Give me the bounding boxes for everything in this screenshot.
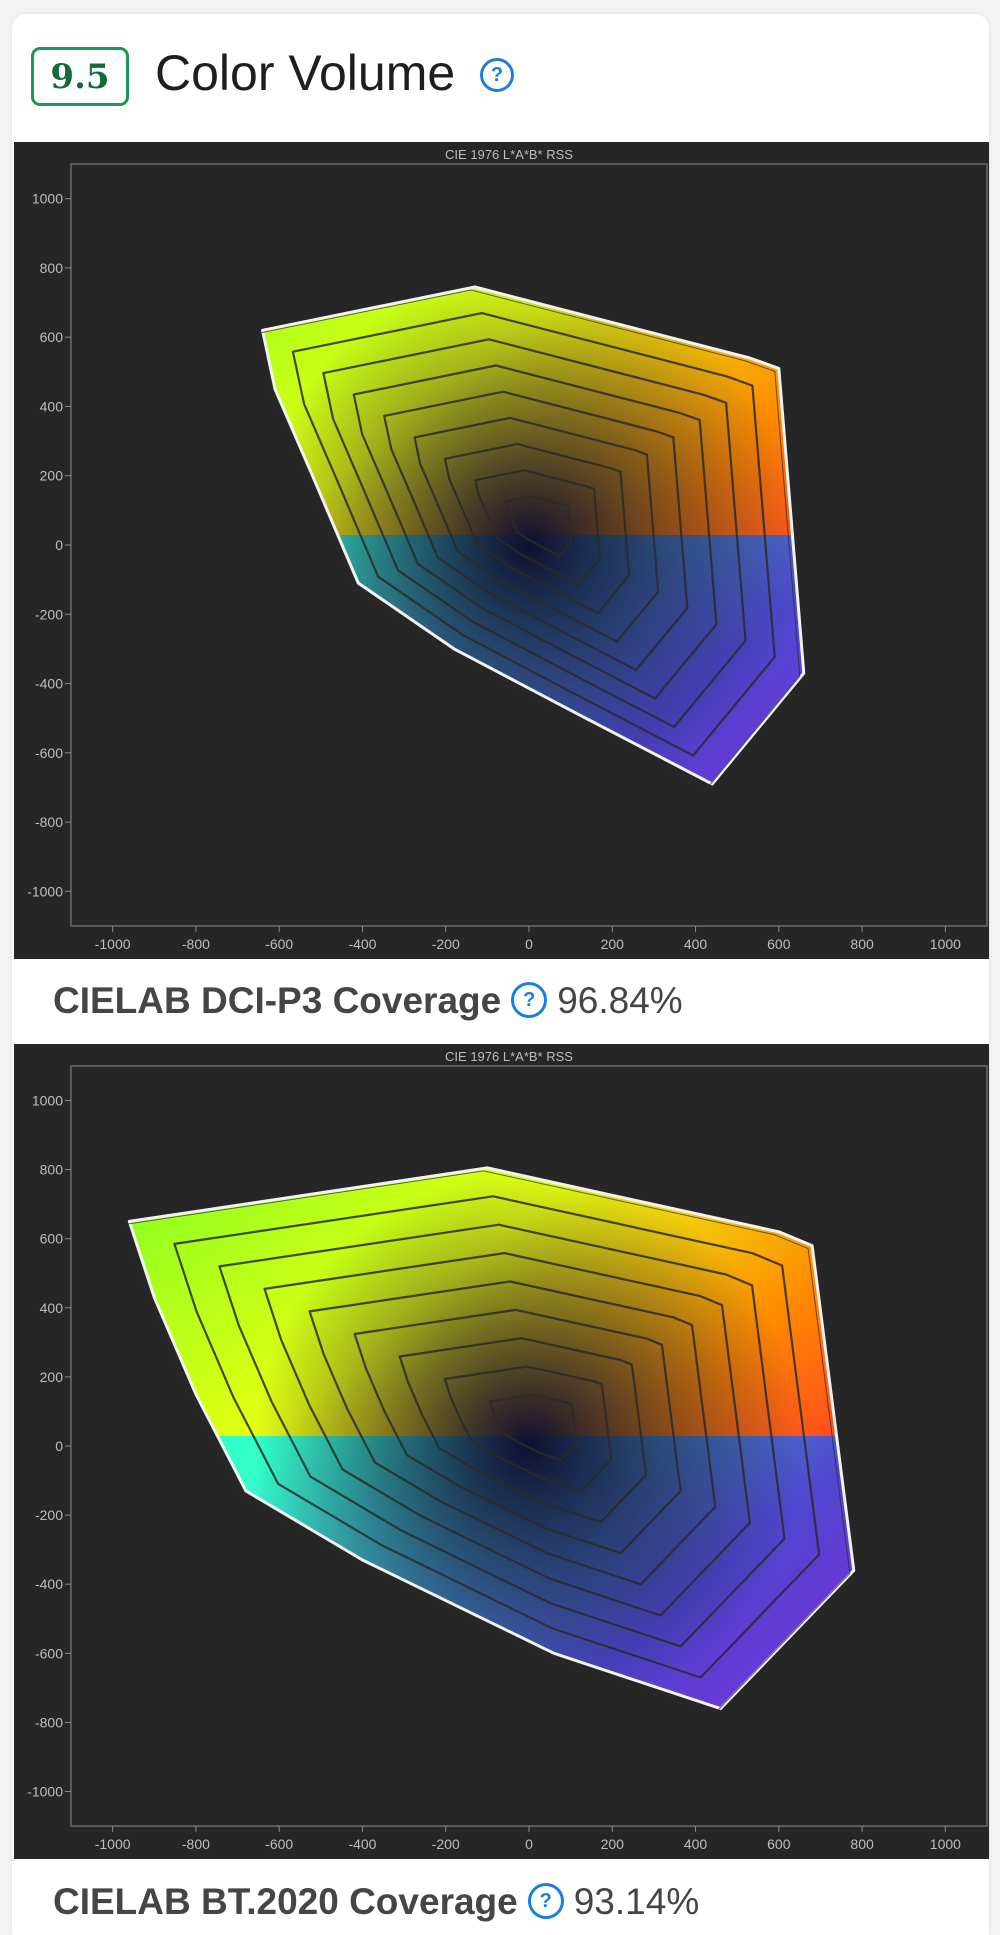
gamut-contour <box>173 1195 821 1679</box>
chart-panel-bt2020: CIE 1976 L*A*B* RSS -1000 -800 -600 -400 -200… <box>14 1044 989 1859</box>
y-tick-label: 600 <box>40 1231 64 1247</box>
gamut-contour <box>504 495 572 558</box>
gamut-contour <box>443 1365 613 1493</box>
x-tick-label: -600 <box>265 1836 293 1852</box>
gamut-contour <box>352 364 718 700</box>
y-tick-label: 400 <box>40 398 64 414</box>
y-tick-label: -800 <box>35 1714 63 1730</box>
x-tick-label: 0 <box>525 1836 533 1852</box>
gamut-boundary <box>261 285 806 786</box>
gamut-contour <box>413 416 660 643</box>
x-tick-label: 0 <box>525 936 533 952</box>
plot-title: CIE 1976 L*A*B* RSS <box>445 1049 573 1064</box>
coverage-caption-dci-p3: CIELAB DCI-P3 Coverage? 96.84% <box>53 982 683 1021</box>
x-tick-label: -200 <box>432 936 460 952</box>
y-tick-label: 600 <box>40 329 64 345</box>
score-badge: 9.5 <box>31 47 129 106</box>
gamut-contour <box>398 1337 648 1524</box>
section-title: Color Volume <box>155 45 456 101</box>
y-tick-label: -600 <box>35 745 63 761</box>
gamut-chart-dci-p3: CIE 1976 L*A*B* RSS -1000 -800 -600 -400 -200… <box>27 147 988 952</box>
y-tick-label: -200 <box>35 1507 63 1523</box>
gamut-boundary-inner <box>124 1170 851 1713</box>
y-tick-label: -400 <box>35 676 63 692</box>
x-tick-label: -600 <box>265 936 293 952</box>
gamut-contour <box>353 1308 682 1555</box>
gamut-chart-bt2020: CIE 1976 L*A*B* RSS -1000 -800 -600 -400 -200… <box>27 1049 988 1852</box>
y-tick-label: -200 <box>35 606 63 622</box>
x-tick-label: -1000 <box>95 1836 131 1852</box>
x-tick-label: -400 <box>348 936 376 952</box>
y-tick-label: 200 <box>40 1369 64 1385</box>
y-tick-label: -800 <box>35 814 63 830</box>
y-tick-label: 1000 <box>32 191 63 207</box>
x-tick-label: -200 <box>432 1836 460 1852</box>
gamut-contour <box>383 390 689 672</box>
coverage-label: CIELAB BT.2020 Coverage <box>53 1881 518 1922</box>
question-circle-icon[interactable]: ? <box>511 982 548 1019</box>
gamut-contour <box>474 469 601 586</box>
gamut-volume <box>262 287 804 784</box>
gamut-contour <box>308 1280 717 1586</box>
coverage-label: CIELAB DCI-P3 Coverage <box>53 980 502 1021</box>
y-tick-label: -1000 <box>27 883 63 899</box>
y-tick-label: 1000 <box>32 1092 63 1108</box>
gamut-contour <box>322 338 747 729</box>
x-tick-label: -800 <box>182 1836 210 1852</box>
x-tick-label: 800 <box>850 1836 874 1852</box>
coverage-value: 93.14% <box>573 1881 700 1922</box>
gamut-volume <box>129 1167 854 1709</box>
gamut-boundary-inner <box>258 289 801 788</box>
x-tick-label: -800 <box>182 936 210 952</box>
x-tick-label: 1000 <box>930 936 961 952</box>
x-tick-label: 200 <box>601 936 625 952</box>
section-header: 9.5 Color Volume ? <box>12 14 989 142</box>
chart-panel-dci-p3: CIE 1976 L*A*B* RSS -1000 -800 -600 -400 -200… <box>14 142 989 959</box>
y-tick-label: 400 <box>40 1300 64 1316</box>
y-tick-label: 800 <box>40 1162 64 1178</box>
plot-title: CIE 1976 L*A*B* RSS <box>445 147 573 162</box>
x-tick-label: 200 <box>601 1836 625 1852</box>
coverage-caption-bt2020: CIELAB BT.2020 Coverage? 93.14% <box>53 1883 699 1922</box>
x-tick-label: 400 <box>684 936 708 952</box>
x-tick-label: 800 <box>850 936 874 952</box>
x-tick-label: 600 <box>767 1836 791 1852</box>
gamut-contour <box>488 1393 578 1461</box>
gamut-boundary <box>127 1166 856 1711</box>
y-tick-label: -1000 <box>27 1784 63 1800</box>
y-tick-label: 800 <box>40 260 64 276</box>
question-circle-icon[interactable]: ? <box>527 1883 564 1920</box>
gamut-contour <box>218 1223 786 1648</box>
gamut-contour <box>291 312 776 757</box>
gamut-contour <box>263 1252 751 1617</box>
y-tick-label: -600 <box>35 1645 63 1661</box>
gamut-center-shade <box>254 1171 804 1709</box>
question-circle-icon[interactable]: ? <box>480 58 514 92</box>
x-tick-label: 600 <box>767 936 791 952</box>
x-tick-label: -1000 <box>95 936 131 952</box>
y-tick-label: 0 <box>55 537 63 553</box>
y-tick-label: -400 <box>35 1576 63 1592</box>
gamut-contour <box>443 443 631 615</box>
x-tick-label: 400 <box>684 1836 708 1852</box>
y-tick-label: 200 <box>40 468 64 484</box>
coverage-value: 96.84% <box>557 980 683 1021</box>
y-tick-label: 0 <box>55 1438 63 1454</box>
x-tick-label: -400 <box>348 1836 376 1852</box>
x-tick-label: 1000 <box>930 1836 961 1852</box>
